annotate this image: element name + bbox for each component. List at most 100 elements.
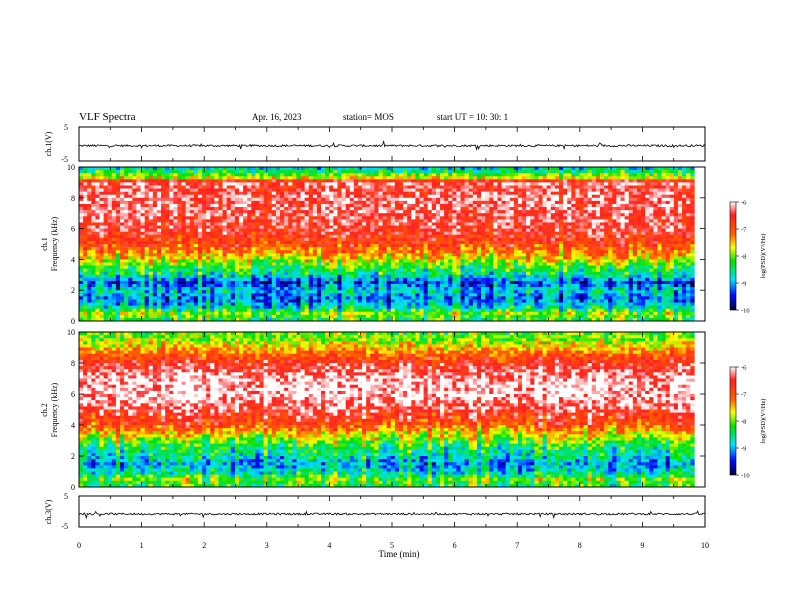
spectrogram-cell	[177, 207, 182, 211]
spectrogram-cell	[308, 203, 314, 208]
spectrogram-cell	[579, 234, 584, 239]
spectrogram-cell	[255, 213, 260, 217]
spectrogram-cell	[476, 247, 482, 251]
spectrogram-cell	[193, 194, 199, 199]
spectrogram-cell	[382, 237, 387, 242]
spectrogram-cell	[353, 170, 359, 174]
spectrogram-cell	[386, 265, 392, 269]
spectrogram-cell	[280, 194, 285, 199]
spectrogram-cell	[280, 219, 285, 223]
spectrogram-cell	[193, 228, 199, 232]
spectrogram-cell	[517, 219, 523, 223]
spectrogram-cell	[522, 216, 527, 220]
spectrogram-cell	[202, 225, 207, 229]
spectrogram-cell	[649, 182, 654, 186]
spectrogram-cell	[321, 250, 326, 254]
spectrogram-cell	[448, 237, 453, 242]
spectrogram-cell	[296, 173, 301, 177]
spectrogram-cell	[538, 210, 543, 214]
spectrogram-cell	[485, 213, 490, 217]
spectrogram-cell	[177, 194, 182, 199]
spectrogram-cell	[677, 231, 683, 236]
spectrogram-cell	[189, 234, 195, 239]
spectrogram-cell	[165, 210, 170, 214]
spectrogram-cell	[132, 259, 137, 263]
spectrogram-cell	[161, 247, 166, 251]
spectrogram-cell	[423, 240, 428, 245]
spectrogram-cell	[509, 176, 515, 180]
spectrogram-cell	[325, 225, 330, 229]
spectrogram-cell	[657, 265, 662, 269]
spectrogram-cell	[427, 262, 433, 266]
spectrogram-cell	[124, 176, 129, 180]
spectrogram-cell	[103, 188, 109, 192]
spectrogram-cell	[341, 185, 346, 189]
spectrogram-cell	[579, 253, 584, 257]
spectrogram-cell	[645, 222, 650, 226]
spectrogram-cell	[345, 253, 351, 257]
spectrogram-cell	[214, 207, 219, 211]
spectrogram-cell	[526, 234, 531, 239]
spectrogram-cell	[493, 207, 498, 211]
spectrogram-cell	[501, 250, 506, 254]
spectrogram-cell	[251, 191, 256, 196]
spectrogram-cell	[542, 179, 547, 183]
spectrogram-cell	[173, 194, 178, 199]
spectrogram-cell	[571, 247, 576, 251]
spectrogram-cell	[554, 225, 560, 229]
spectrogram-cell	[563, 262, 568, 266]
spectrogram-cell	[222, 167, 227, 171]
spectrogram-cell	[206, 185, 211, 189]
spectrogram-cell	[177, 203, 182, 208]
spectrogram-cell	[550, 237, 556, 242]
spectrogram-cell	[636, 179, 642, 183]
spectrogram-cell	[316, 179, 322, 183]
spectrogram-cell	[567, 200, 572, 205]
spectrogram-cell	[427, 244, 433, 248]
spectrogram-cell	[181, 219, 186, 223]
spectrogram-cell	[144, 210, 150, 214]
spectrogram-cell	[542, 207, 547, 211]
spectrogram-cell	[312, 259, 318, 263]
spectrogram-cell	[251, 240, 256, 245]
spectrogram-cell	[530, 197, 535, 202]
spectrogram-cell	[161, 259, 166, 263]
spectrogram-cell	[337, 222, 342, 226]
spectrogram-cell	[686, 194, 691, 199]
spectrogram-cell	[202, 259, 207, 263]
spectrogram-cell	[333, 207, 338, 211]
spectrogram-cell	[481, 188, 486, 192]
spectrogram-cell	[636, 262, 642, 266]
spectrogram-cell	[493, 194, 498, 199]
spectrogram-cell	[259, 207, 264, 211]
spectrogram-cell	[419, 173, 424, 177]
spectrogram-cell	[128, 213, 133, 217]
spectrogram-cell	[370, 244, 375, 248]
spectrogram-cell	[563, 167, 568, 171]
spectrogram-cell	[152, 234, 158, 239]
spectrogram-cell	[79, 265, 84, 269]
spectrogram-cell	[440, 231, 445, 236]
spectrogram-cell	[431, 228, 437, 232]
spectrogram-cell	[83, 240, 88, 245]
spectrogram-cell	[423, 170, 428, 174]
spectrogram-cell	[144, 253, 150, 257]
spectrogram-cell	[366, 256, 371, 260]
spectrogram-cell	[595, 216, 601, 220]
spectrogram-cell	[624, 170, 630, 174]
spectrogram-cell	[234, 191, 240, 196]
spectrogram-cell	[210, 188, 215, 192]
spectrogram-cell	[148, 216, 154, 220]
spectrogram-cell	[485, 225, 490, 229]
spectrogram-cell	[489, 207, 494, 211]
spectrogram-cell	[435, 250, 441, 254]
spectrogram-cell	[263, 197, 269, 202]
spectrogram-cell	[202, 222, 207, 226]
spectrogram-cell	[83, 176, 88, 180]
spectrogram-cell	[456, 231, 461, 236]
spectrogram-cell	[124, 216, 129, 220]
spectrogram-cell	[111, 167, 117, 171]
spectrogram-cell	[407, 185, 412, 189]
spectrogram-cell	[374, 173, 379, 177]
spectrogram-cell	[321, 203, 326, 208]
